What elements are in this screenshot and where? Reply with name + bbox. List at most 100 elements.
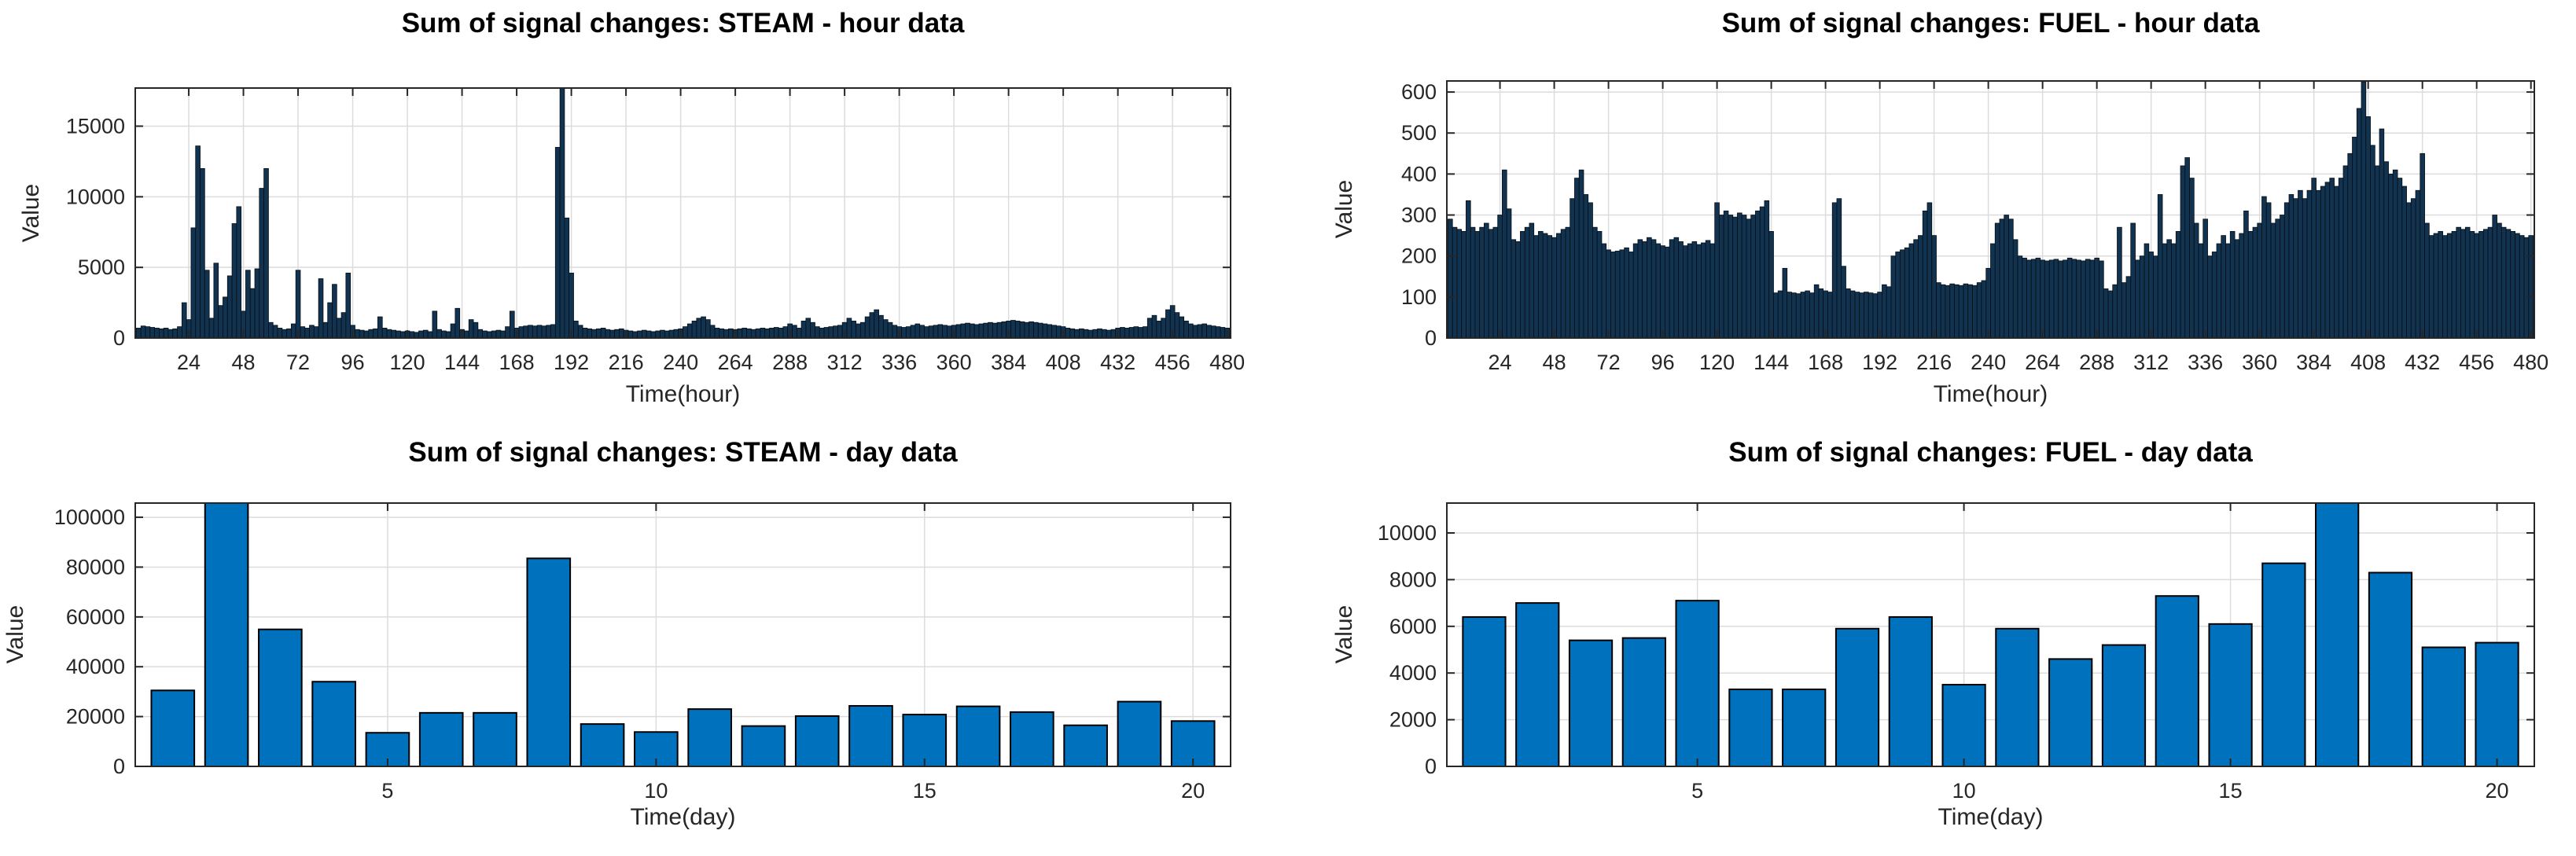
y-tick-label: 400 xyxy=(1401,162,1437,186)
bar xyxy=(1619,249,1625,339)
steam-hour-xlabel: Time(hour) xyxy=(625,381,741,407)
bar xyxy=(1174,312,1180,339)
bar xyxy=(792,325,797,339)
bar xyxy=(1750,215,1756,339)
bar xyxy=(2071,259,2077,339)
bar xyxy=(794,715,840,767)
bar xyxy=(1696,244,1702,339)
bar xyxy=(295,270,301,339)
bar xyxy=(2155,595,2199,768)
bar xyxy=(805,318,811,339)
bar xyxy=(2342,165,2349,339)
bar xyxy=(2275,219,2280,339)
bar xyxy=(1890,255,1897,339)
bar xyxy=(1990,243,1996,339)
bar xyxy=(1533,235,1539,339)
axes-frame xyxy=(1446,502,2535,767)
bar xyxy=(719,328,725,339)
bar xyxy=(933,325,939,339)
bar xyxy=(1818,288,1824,339)
bar xyxy=(723,329,729,339)
bar xyxy=(2048,658,2093,768)
bar xyxy=(468,319,474,339)
y-tick-label: 5000 xyxy=(78,255,125,279)
bar xyxy=(960,323,966,339)
bar xyxy=(1188,323,1194,339)
bar xyxy=(2180,165,2186,339)
x-tick-label: 288 xyxy=(2079,351,2114,374)
bar xyxy=(491,330,497,339)
x-tick-label: 432 xyxy=(2405,351,2440,374)
bar xyxy=(1728,688,1773,768)
bar xyxy=(2166,239,2172,339)
bar xyxy=(1106,329,1112,339)
x-tick-label: 48 xyxy=(1543,351,1566,374)
bar xyxy=(800,321,807,339)
y-tick-label: 6000 xyxy=(1389,615,1437,638)
bar xyxy=(1868,292,1874,339)
bar xyxy=(1782,267,1788,339)
bar xyxy=(1461,231,1466,339)
x-tick-label: 168 xyxy=(499,351,535,374)
bar xyxy=(487,331,492,339)
bar xyxy=(582,328,588,339)
bar xyxy=(1886,286,1892,339)
bar xyxy=(213,263,219,339)
bar xyxy=(154,328,160,339)
bar xyxy=(1922,210,1928,339)
x-tick-label: 336 xyxy=(881,351,917,374)
bar xyxy=(1524,226,1530,339)
bar xyxy=(500,330,506,339)
bar xyxy=(2293,198,2298,339)
bar xyxy=(2370,145,2375,339)
bar xyxy=(1809,292,1815,339)
bar xyxy=(2515,233,2520,339)
bar xyxy=(2225,243,2231,339)
y-tick-label: 300 xyxy=(1401,204,1437,227)
x-tick-label: 48 xyxy=(232,351,256,374)
x-tick-label: 288 xyxy=(772,351,808,374)
bar xyxy=(2053,259,2059,339)
bar xyxy=(2469,231,2475,339)
bar xyxy=(409,331,415,339)
bar xyxy=(231,223,237,339)
bar xyxy=(427,331,433,339)
bar xyxy=(2171,243,2177,339)
y-tick-label: 100 xyxy=(1401,285,1437,309)
x-tick-label: 24 xyxy=(177,351,201,374)
bar xyxy=(1976,282,1982,339)
bar xyxy=(2283,202,2290,339)
bar xyxy=(1949,283,1955,339)
bar xyxy=(1529,222,1535,339)
bar xyxy=(2302,198,2308,339)
bar xyxy=(1133,326,1139,339)
bar xyxy=(760,328,766,339)
bar xyxy=(1010,711,1054,767)
bar xyxy=(2198,243,2204,339)
bar xyxy=(1101,329,1107,339)
bar xyxy=(686,323,693,339)
x-tick-label: 5 xyxy=(1691,779,1703,803)
x-tick-label: 192 xyxy=(554,351,589,374)
bar xyxy=(1197,324,1203,339)
bar xyxy=(1918,235,1923,339)
bar xyxy=(859,321,866,339)
x-tick-label: 264 xyxy=(2025,351,2060,374)
x-tick-label: 312 xyxy=(827,351,863,374)
bar xyxy=(2316,189,2321,339)
bar xyxy=(1574,178,1580,339)
x-tick-label: 312 xyxy=(2133,351,2169,374)
bar xyxy=(910,325,916,339)
bar xyxy=(2298,189,2303,339)
bar xyxy=(1859,292,1864,339)
bar xyxy=(1488,229,1494,339)
x-tick-label: 384 xyxy=(2296,351,2331,374)
bar xyxy=(1610,252,1616,339)
bar xyxy=(1621,637,1666,767)
bar xyxy=(569,272,574,339)
bar xyxy=(796,328,802,339)
bar xyxy=(1660,245,1665,339)
bar xyxy=(1913,239,1919,339)
y-tick-label: 500 xyxy=(1401,121,1437,145)
bar xyxy=(450,323,456,339)
